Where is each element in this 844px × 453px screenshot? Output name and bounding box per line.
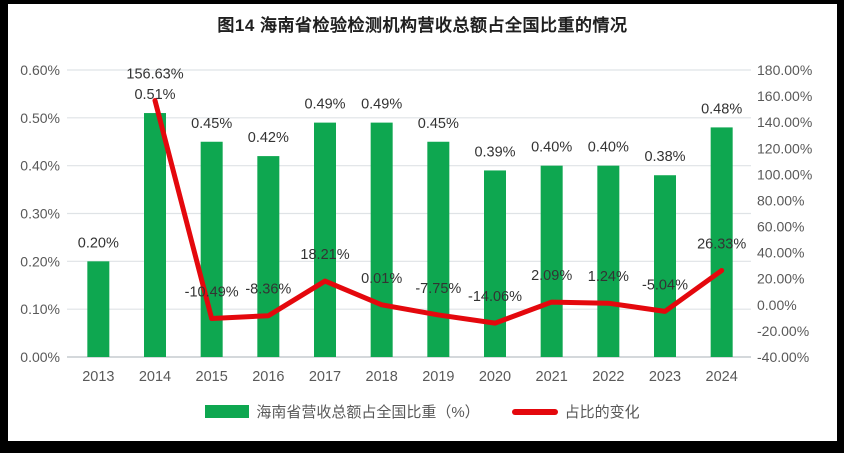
left-axis-tick-label: 0.30%	[20, 206, 60, 222]
bar-data-label: 0.45%	[191, 116, 232, 132]
left-axis-tick-label: 0.60%	[20, 62, 60, 78]
line-data-label: -10.49%	[185, 285, 239, 301]
line-data-label: 18.21%	[300, 247, 349, 263]
chart-legend: 海南省营收总额占全国比重（%） 占比的变化	[8, 401, 837, 422]
bar-data-label: 0.20%	[78, 235, 119, 251]
left-axis-tick-label: 0.20%	[20, 253, 60, 269]
line-data-label: -5.04%	[642, 277, 688, 293]
bar-data-label: 0.38%	[644, 149, 685, 165]
bar-data-label: 0.51%	[134, 87, 175, 103]
bar	[87, 261, 110, 357]
x-axis-label: 2022	[592, 369, 624, 385]
right-axis-tick-label: 60.00%	[757, 219, 804, 235]
x-axis-label: 2020	[479, 369, 511, 385]
x-axis-label: 2018	[366, 369, 398, 385]
left-axis-tick-label: 0.50%	[20, 110, 60, 126]
legend-item-line: 占比的变化	[511, 401, 640, 422]
bar-data-label: 0.39%	[474, 144, 515, 160]
right-axis-tick-label: -40.00%	[757, 349, 809, 365]
line-series	[152, 97, 725, 326]
legend-line-label: 占比的变化	[564, 404, 640, 421]
x-axis-label: 2013	[82, 369, 114, 385]
right-axis-tick-label: 120.00%	[757, 140, 812, 156]
line-data-label: -14.06%	[468, 289, 522, 305]
x-axis-label: 2024	[706, 369, 738, 385]
right-axis-tick-label: 180.00%	[757, 62, 812, 78]
right-axis-tick-label: 80.00%	[757, 192, 804, 208]
right-axis-tick-label: 140.00%	[757, 114, 812, 130]
line-data-label: 26.33%	[697, 236, 746, 252]
bar-data-label: 0.49%	[304, 97, 345, 113]
x-axis-label: 2016	[252, 369, 284, 385]
x-axis-label: 2015	[196, 369, 228, 385]
right-axis-tick-label: 100.00%	[757, 166, 812, 182]
bar	[257, 156, 280, 357]
x-axis-label: 2023	[649, 369, 681, 385]
bar	[314, 122, 336, 357]
x-axis-label: 2019	[422, 369, 454, 385]
bar	[540, 165, 563, 357]
bar-data-label: 0.40%	[531, 140, 572, 156]
right-axis-tick-label: 160.00%	[757, 88, 812, 104]
right-axis-tick-label: 40.00%	[757, 245, 804, 261]
line-data-label: 156.63%	[126, 66, 183, 82]
bar	[144, 113, 166, 357]
bar-data-label: 0.49%	[361, 97, 402, 113]
x-axis-label: 2014	[139, 369, 171, 385]
right-axis-tick-label: 20.00%	[757, 271, 804, 287]
line-data-label: 2.09%	[531, 268, 572, 284]
bar-data-label: 0.42%	[248, 130, 289, 146]
bar-data-label: 0.45%	[418, 116, 459, 132]
bar	[427, 141, 450, 357]
line-data-label: 1.24%	[588, 269, 629, 285]
bar	[654, 175, 676, 357]
left-axis-tick-label: 0.10%	[20, 301, 60, 317]
x-axis-label: 2017	[309, 369, 341, 385]
line-data-label: -8.36%	[245, 282, 291, 298]
line-data-label: -7.75%	[415, 281, 461, 297]
legend-line-swatch	[511, 408, 558, 415]
bar	[710, 127, 733, 358]
legend-bar-label: 海南省营收总额占全国比重（%）	[256, 404, 480, 421]
bar-data-label: 0.48%	[701, 101, 742, 117]
line-data-label: 0.01%	[361, 271, 402, 287]
right-axis-tick-label: 0.00%	[757, 297, 797, 313]
chart-title: 图14 海南省检验检测机构营收总额占全国比重的情况	[217, 16, 628, 35]
legend-item-bar: 海南省营收总额占全国比重（%）	[205, 401, 480, 422]
bar	[200, 141, 223, 357]
left-axis-tick-label: 0.40%	[20, 158, 60, 174]
bar	[484, 170, 506, 357]
right-axis-tick-label: -20.00%	[757, 323, 809, 339]
bar-data-label: 0.40%	[588, 140, 629, 156]
legend-bar-swatch	[205, 405, 250, 418]
left-axis-tick-label: 0.00%	[20, 349, 60, 365]
x-axis-label: 2021	[536, 369, 568, 385]
bar	[597, 165, 620, 357]
bar	[370, 122, 393, 357]
